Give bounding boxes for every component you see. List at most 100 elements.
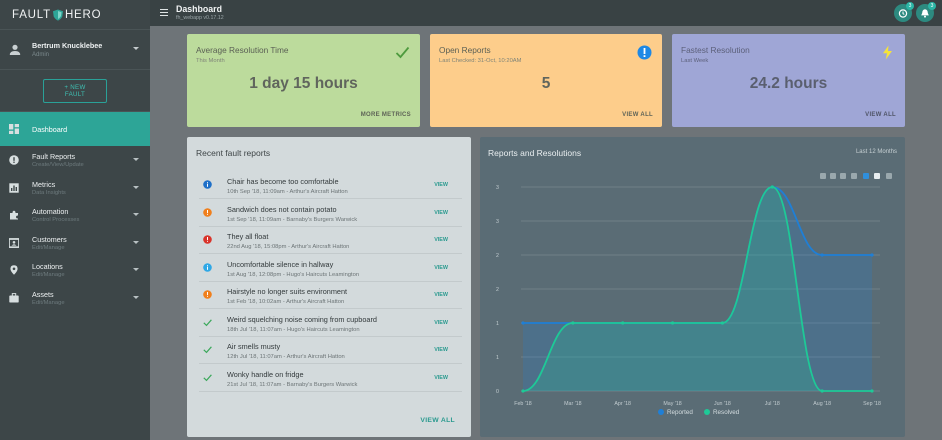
report-row[interactable]: Sandwich does not contain potato 1st Sep … bbox=[199, 200, 462, 227]
reset-zoom-icon[interactable] bbox=[874, 173, 880, 179]
sidebar-item-label: Customers bbox=[32, 234, 67, 244]
view-report-link[interactable]: VIEW bbox=[434, 292, 448, 298]
sidebar-item-locations[interactable]: Locations Edit/Manage bbox=[0, 256, 150, 283]
chart-area: 0 1 1 2 2 3 3 Feb '18 Mar '18 Apr '18 May '18 Jun '… bbox=[496, 173, 892, 416]
brand-logo[interactable]: FAULT HERO bbox=[0, 0, 150, 30]
notifications-count-badge: 3 bbox=[928, 2, 936, 10]
recent-reports-title: Recent fault reports bbox=[196, 148, 271, 158]
sidebar-item-dashboard[interactable]: Dashboard bbox=[0, 112, 150, 146]
view-report-link[interactable]: VIEW bbox=[434, 264, 448, 271]
card-title: Average Resolution Time bbox=[196, 45, 289, 55]
sidebar-item-label: Assets bbox=[32, 289, 54, 299]
chevron-down-icon bbox=[133, 296, 139, 299]
report-row[interactable]: Wonky handle on fridge 21st Jul '18, 11:0… bbox=[199, 365, 462, 392]
select-icon[interactable] bbox=[830, 173, 836, 179]
sidebar-item-automation[interactable]: Automation Control Processes bbox=[0, 201, 150, 228]
data-point-reported bbox=[820, 253, 824, 257]
alarm-clock-icon bbox=[898, 9, 908, 18]
sidebar-item-fault-reports[interactable]: Fault Reports Create/View/Update bbox=[0, 146, 150, 173]
report-row[interactable]: They all float 22nd Aug '18, 15:08pm - Ar… bbox=[199, 227, 462, 254]
legend-label: Reported bbox=[667, 409, 693, 416]
report-row[interactable]: Chair has become too comfortable 10th Sep… bbox=[199, 172, 462, 199]
view-report-link[interactable]: VIEW bbox=[434, 347, 448, 353]
view-report-link[interactable]: VIEW bbox=[434, 237, 448, 243]
report-title: Uncomfortable silence in hallway bbox=[227, 259, 334, 269]
dashboard-icon bbox=[9, 124, 19, 134]
y-tick-label: 3 bbox=[496, 185, 499, 191]
report-row[interactable]: Weird squelching noise coming from cupbo… bbox=[199, 310, 462, 337]
report-title: Hairstyle no longer suits environment bbox=[227, 287, 348, 296]
more-metrics-link[interactable]: MORE METRICS bbox=[360, 112, 411, 118]
report-meta: 18th Jul '18, 11:07am - Hugo's Haircuts … bbox=[227, 326, 360, 333]
series-area-resolved bbox=[523, 187, 872, 391]
zoom-in-icon[interactable] bbox=[840, 173, 846, 179]
sidebar-item-subtitle: Control Processes bbox=[32, 216, 80, 223]
report-meta: 12th Jul '18, 11:07am - Arthur's Aircraf… bbox=[227, 354, 345, 360]
x-tick-label: Jun '18 bbox=[714, 401, 731, 407]
chevron-down-icon bbox=[133, 213, 139, 216]
lightning-bolt-icon bbox=[883, 45, 892, 60]
view-report-link[interactable]: VIEW bbox=[434, 209, 448, 216]
check-icon bbox=[203, 318, 212, 326]
x-tick-label: Feb '18 bbox=[514, 401, 532, 407]
data-point-reported bbox=[521, 321, 525, 325]
x-tick-label: Jul '18 bbox=[765, 401, 780, 407]
report-row[interactable]: Air smells musty 12th Jul '18, 11:07am - … bbox=[199, 337, 462, 364]
sidebar-item-label: Dashboard bbox=[32, 124, 68, 134]
average-resolution-card: Average Resolution Time This Month 1 day… bbox=[187, 34, 420, 127]
status-warning-icon bbox=[203, 290, 212, 299]
report-title: Weird squelching noise coming from cupbo… bbox=[227, 314, 377, 324]
new-fault-button[interactable]: + NEW FAULT bbox=[43, 78, 107, 103]
open-reports-card: Open Reports Last Checked: 31-Oct, 10:20… bbox=[430, 34, 662, 127]
alert-circle-icon bbox=[9, 154, 19, 165]
x-tick-label: Sep '18 bbox=[863, 401, 881, 407]
chevron-down-icon bbox=[133, 268, 139, 271]
series-area-reported bbox=[523, 187, 872, 391]
camera-icon[interactable] bbox=[820, 173, 826, 179]
x-tick-label: May '18 bbox=[663, 401, 681, 407]
report-row[interactable]: Uncomfortable silence in hallway 1st Aug … bbox=[199, 255, 462, 282]
report-title: They all float bbox=[227, 232, 269, 241]
notifications-button[interactable]: 3 bbox=[916, 2, 936, 22]
check-icon bbox=[203, 346, 212, 354]
card-subtitle: Last Checked: 31-Oct, 10:20AM bbox=[439, 58, 522, 64]
shield-logo-icon bbox=[52, 9, 63, 21]
view-all-open-link[interactable]: VIEW ALL bbox=[622, 112, 653, 118]
report-title: Chair has become too comfortable bbox=[227, 177, 339, 186]
chevron-down-icon[interactable] bbox=[133, 47, 139, 50]
alerts-count-badge: 3 bbox=[906, 2, 914, 10]
report-row[interactable]: Hairstyle no longer suits environment 1st… bbox=[199, 282, 462, 309]
home-icon[interactable] bbox=[886, 173, 892, 179]
page-title: Dashboard bbox=[176, 4, 222, 14]
sidebar-item-customers[interactable]: Customers Edit/Manage bbox=[0, 229, 150, 256]
view-all-fastest-link[interactable]: VIEW ALL bbox=[865, 112, 896, 118]
user-menu[interactable]: Bertrum Knucklebee Admin bbox=[0, 30, 150, 70]
card-value: 1 day 15 hours bbox=[249, 75, 358, 92]
y-tick-label: 1 bbox=[496, 355, 499, 361]
sidebar-item-subtitle: Edit/Manage bbox=[32, 271, 65, 278]
sidebar-item-metrics[interactable]: Metrics Data Insights bbox=[0, 174, 150, 201]
view-all-reports-link[interactable]: VIEW ALL bbox=[420, 417, 455, 424]
chart-range-label: Last 12 Months bbox=[855, 149, 897, 155]
sidebar-item-assets[interactable]: Assets Edit/Manage bbox=[0, 284, 150, 311]
card-subtitle: This Month bbox=[196, 58, 225, 64]
card-value: 24.2 hours bbox=[749, 75, 828, 92]
y-tick-label: 3 bbox=[496, 219, 499, 225]
report-title: Sandwich does not contain potato bbox=[227, 204, 337, 214]
card-subtitle: Last Week bbox=[681, 58, 709, 64]
menu-icon[interactable] bbox=[160, 9, 168, 16]
recent-reports-card: Recent fault reports Chair has become to… bbox=[187, 137, 471, 437]
alerts-button[interactable]: 3 bbox=[894, 2, 914, 22]
top-bar: Dashboard fh_webapp v0.17.12 3 3 bbox=[150, 0, 942, 26]
view-report-link[interactable]: VIEW bbox=[434, 319, 448, 326]
report-meta: 1st Aug '18, 12:08pm - Hugo's Haircuts L… bbox=[227, 271, 360, 278]
card-value: 5 bbox=[541, 75, 551, 92]
bell-icon bbox=[921, 9, 929, 18]
pan-icon[interactable] bbox=[863, 173, 869, 179]
zoom-out-icon[interactable] bbox=[851, 173, 857, 179]
view-report-link[interactable]: VIEW bbox=[434, 374, 448, 381]
app-version: fh_webapp v0.17.12 bbox=[176, 15, 224, 21]
sidebar-item-subtitle: Data Insights bbox=[32, 189, 66, 196]
sidebar-item-label: Automation bbox=[32, 206, 69, 216]
view-report-link[interactable]: VIEW bbox=[434, 182, 448, 188]
